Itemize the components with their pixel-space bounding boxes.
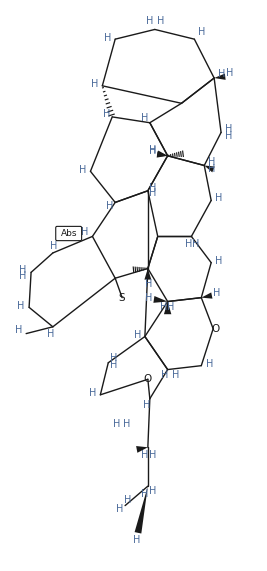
Text: H: H <box>91 79 98 90</box>
Text: H: H <box>149 450 156 460</box>
Text: H: H <box>17 301 24 311</box>
Text: H: H <box>149 188 156 198</box>
Text: H: H <box>206 359 213 369</box>
Text: H: H <box>46 329 54 339</box>
Text: H: H <box>225 131 233 140</box>
Text: H: H <box>160 303 167 312</box>
Text: H: H <box>15 325 22 335</box>
Text: H: H <box>133 535 140 545</box>
Polygon shape <box>153 296 168 303</box>
Text: H: H <box>104 33 112 43</box>
Text: Abs: Abs <box>60 229 77 238</box>
Text: H: H <box>150 486 157 496</box>
Text: H: H <box>50 240 58 251</box>
Polygon shape <box>136 446 148 453</box>
Text: H: H <box>213 288 220 298</box>
Text: H: H <box>141 489 148 499</box>
Text: H: H <box>149 183 156 193</box>
Text: H: H <box>19 265 26 275</box>
Text: H: H <box>150 146 157 155</box>
Text: H: H <box>141 450 148 460</box>
Text: H: H <box>218 69 226 79</box>
Text: H: H <box>192 239 199 249</box>
Text: H: H <box>225 124 233 134</box>
Text: H: H <box>198 27 205 37</box>
Polygon shape <box>135 486 148 533</box>
Text: H: H <box>19 271 26 281</box>
Polygon shape <box>201 292 213 299</box>
Text: H: H <box>209 158 216 167</box>
Text: H: H <box>146 16 154 26</box>
Polygon shape <box>157 151 168 158</box>
Text: H: H <box>134 330 141 340</box>
Text: H: H <box>184 239 192 249</box>
Text: H: H <box>89 388 97 398</box>
Text: H: H <box>157 16 164 26</box>
Text: H: H <box>215 256 223 266</box>
Text: H: H <box>172 371 179 380</box>
Polygon shape <box>214 74 226 80</box>
Text: H: H <box>123 419 131 429</box>
Polygon shape <box>204 166 215 172</box>
Text: H: H <box>106 200 113 211</box>
Text: H: H <box>161 371 169 380</box>
Text: H: H <box>145 292 152 303</box>
FancyBboxPatch shape <box>56 226 82 240</box>
Text: H: H <box>149 146 156 156</box>
Text: O: O <box>144 374 152 384</box>
Text: H: H <box>124 495 131 505</box>
Text: H: H <box>167 303 174 312</box>
Text: H: H <box>146 279 153 289</box>
Text: H: H <box>226 69 234 78</box>
Text: H: H <box>143 400 151 409</box>
Text: H: H <box>103 108 110 119</box>
Text: H: H <box>79 165 86 175</box>
Polygon shape <box>164 301 171 314</box>
Text: S: S <box>119 293 125 303</box>
Text: H: H <box>142 113 149 123</box>
Text: H: H <box>209 164 216 174</box>
Polygon shape <box>157 151 168 157</box>
Text: H: H <box>113 419 120 429</box>
Text: O: O <box>211 324 219 333</box>
Text: H: H <box>81 227 89 238</box>
Text: H: H <box>116 504 123 514</box>
Text: H: H <box>215 193 223 203</box>
Text: H: H <box>110 353 117 363</box>
Text: H: H <box>110 360 117 371</box>
Polygon shape <box>144 268 151 280</box>
